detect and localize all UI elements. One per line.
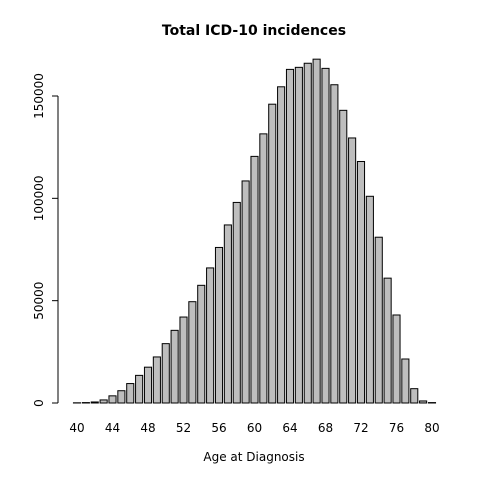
- bar-age-69: [330, 84, 339, 404]
- y-axis: 0 50000 100000 150000: [32, 73, 59, 407]
- x-tick-label: 52: [176, 421, 191, 435]
- bar-age-76: [392, 314, 401, 404]
- bar-age-54: [197, 284, 206, 404]
- bar-age-68: [321, 67, 330, 404]
- bar-age-79: [419, 400, 428, 404]
- y-tick-label: 50000: [32, 282, 46, 320]
- bar-age-58: [232, 201, 241, 404]
- bar-age-78: [410, 388, 419, 404]
- bar-age-53: [188, 301, 197, 404]
- bar-age-64: [285, 68, 295, 404]
- x-axis-label: Age at Diagnosis: [203, 450, 304, 464]
- bar-age-48: [143, 366, 153, 404]
- bar-age-52: [179, 316, 188, 404]
- x-tick-label: 68: [318, 421, 333, 435]
- y-tick-label: 100000: [32, 175, 46, 221]
- bar-age-74: [374, 236, 383, 404]
- x-tick-label: 80: [424, 421, 439, 435]
- x-axis: 40 44 48 52 56 60 64 68 72 76 80: [69, 421, 439, 435]
- bar-age-67: [312, 58, 321, 404]
- bar-age-63: [277, 86, 286, 404]
- bar-age-60: [250, 155, 259, 404]
- bars-group: [72, 58, 437, 404]
- bar-age-45: [117, 390, 126, 404]
- x-tick-label: 76: [389, 421, 404, 435]
- bar-age-43: [99, 399, 108, 404]
- x-tick-label: 72: [353, 421, 368, 435]
- x-tick-label: 44: [105, 421, 120, 435]
- x-tick-label: 56: [211, 421, 226, 435]
- bar-age-50: [161, 343, 170, 404]
- bar-age-42: [90, 401, 99, 404]
- bar-age-51: [170, 329, 179, 404]
- bar-age-70: [339, 109, 348, 404]
- y-tick-label: 150000: [32, 73, 46, 119]
- chart-title: Total ICD-10 incidences: [162, 23, 346, 39]
- x-tick-label: 40: [69, 421, 84, 435]
- x-tick-label: 64: [282, 421, 297, 435]
- bar-age-44: [108, 395, 117, 404]
- bar-age-55: [206, 267, 215, 404]
- bar-age-62: [268, 103, 277, 404]
- bar-age-59: [241, 180, 250, 404]
- bar-age-77: [401, 358, 410, 404]
- bar-age-56: [214, 246, 224, 404]
- bar-age-75: [383, 277, 392, 404]
- bar-age-57: [223, 224, 232, 404]
- bar-age-66: [303, 62, 312, 404]
- x-tick-label: 48: [140, 421, 155, 435]
- bar-age-47: [135, 374, 144, 404]
- bar-age-65: [294, 66, 303, 404]
- bar-age-71: [348, 137, 357, 404]
- bar-age-49: [152, 356, 161, 404]
- bar-age-61: [259, 133, 268, 404]
- bar-age-72: [356, 160, 366, 404]
- bar-age-46: [126, 383, 135, 404]
- bar-age-73: [365, 195, 374, 404]
- y-tick-label: 0: [32, 399, 46, 407]
- x-tick-label: 60: [247, 421, 262, 435]
